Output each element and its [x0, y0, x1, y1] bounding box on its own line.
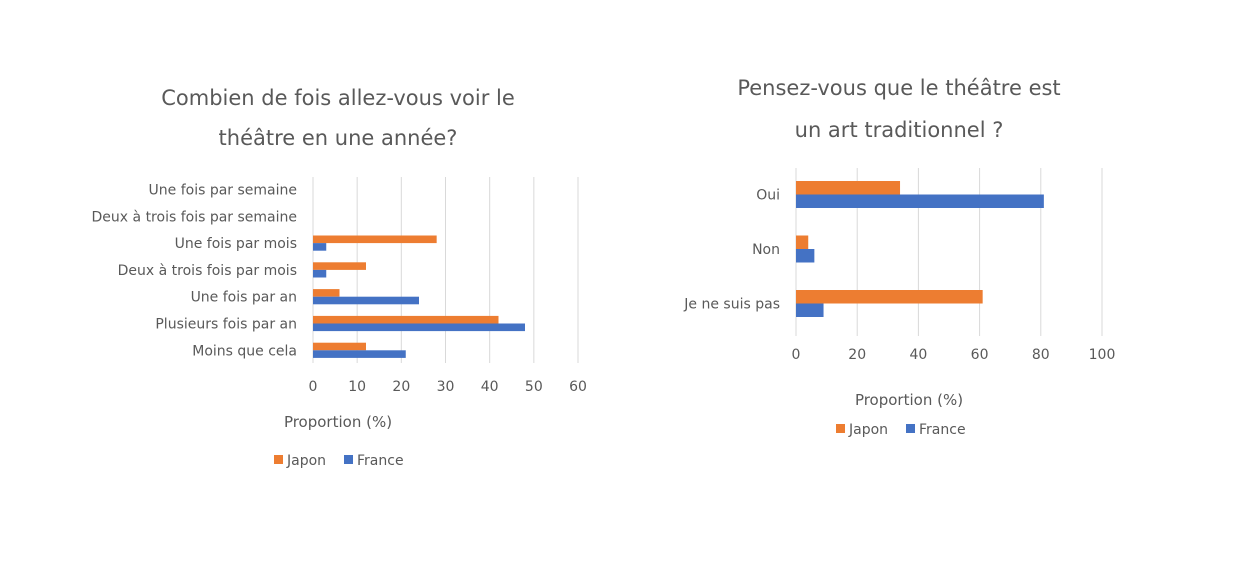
c1-category-label: Deux à trois fois par semaine — [92, 209, 297, 225]
chart2-tick-labels: 0 20 40 60 80 100 — [792, 347, 1116, 363]
c2-bar-france — [796, 249, 815, 263]
chart2-x-axis-label: Proportion (%) — [855, 391, 963, 409]
c1-bar-france — [313, 243, 327, 251]
c1-tick-label: 10 — [348, 379, 366, 395]
chart1-legend: Japon France — [274, 453, 404, 469]
chart1-tick-labels: 0 10 20 30 40 50 60 — [309, 379, 587, 395]
chart1-legend-swatch-japon — [274, 455, 283, 464]
c2-bar-japon — [796, 181, 901, 195]
c2-category-label: Non — [752, 242, 780, 258]
c2-tick-label: 0 — [792, 347, 801, 363]
chart2-legend-france: France — [919, 422, 966, 438]
chart1-x-axis-label: Proportion (%) — [284, 413, 392, 431]
chart1-gridlines — [312, 177, 579, 363]
c2-bar-japon — [796, 290, 983, 304]
c1-tick-label: 0 — [309, 379, 318, 395]
chart1-legend-swatch-france — [344, 455, 353, 464]
c1-tick-label: 30 — [437, 379, 455, 395]
chart2-bars — [796, 181, 1044, 317]
c1-bar-japon — [313, 315, 499, 324]
c1-tick-label: 40 — [481, 379, 499, 395]
chart-visit-frequency: Combien de fois allez-vous voir le théât… — [92, 86, 587, 469]
c2-bar-japon — [796, 235, 809, 249]
c2-bar-france — [796, 303, 824, 317]
c2-bar-france — [796, 194, 1044, 208]
chart2-category-labels: Oui Non Je ne suis pas — [683, 188, 780, 313]
c1-category-label: Une fois par semaine — [149, 183, 297, 199]
chart2-title-line1: Pensez-vous que le théâtre est — [737, 76, 1060, 100]
c1-category-label: Plusieurs fois par an — [155, 317, 297, 333]
chart1-legend-france: France — [357, 453, 404, 469]
c1-bar-france — [313, 296, 419, 305]
chart2-legend-japon: Japon — [848, 422, 888, 438]
c2-category-label: Oui — [756, 188, 780, 204]
chart1-title-line2: théâtre en une année? — [219, 126, 458, 150]
c1-tick-label: 60 — [569, 379, 587, 395]
chart1-bars — [313, 235, 525, 358]
chart2-title-line2: un art traditionnel ? — [795, 118, 1004, 142]
c1-category-label: Deux à trois fois par mois — [118, 263, 297, 279]
c1-category-label: Une fois par mois — [175, 236, 297, 252]
c2-tick-label: 100 — [1089, 347, 1116, 363]
chart2-legend-swatch-japon — [836, 424, 845, 433]
c2-tick-label: 40 — [909, 347, 927, 363]
c1-category-label: Moins que cela — [192, 343, 297, 359]
c1-bar-japon — [313, 262, 366, 270]
chart2-gridlines — [795, 168, 1103, 336]
chart2-legend: Japon France — [836, 422, 966, 438]
c1-bar-france — [313, 350, 406, 358]
c1-category-label: Une fois par an — [191, 290, 297, 306]
chart1-title-line1: Combien de fois allez-vous voir le — [161, 86, 515, 110]
chart2-legend-swatch-france — [906, 424, 915, 433]
c2-tick-label: 20 — [848, 347, 866, 363]
c1-bar-japon — [313, 235, 437, 244]
chart1-category-labels: Une fois par semaine Deux à trois fois pa… — [92, 183, 297, 360]
c1-bar-france — [313, 269, 327, 278]
c1-bar-france — [313, 323, 525, 332]
chart1-legend-japon: Japon — [286, 453, 326, 469]
c2-tick-label: 60 — [971, 347, 989, 363]
c2-tick-label: 80 — [1032, 347, 1050, 363]
c1-tick-label: 50 — [525, 379, 543, 395]
c2-category-label: Je ne suis pas — [683, 297, 780, 313]
c1-bar-japon — [313, 342, 366, 351]
c1-tick-label: 20 — [392, 379, 410, 395]
c1-bar-japon — [313, 289, 340, 297]
